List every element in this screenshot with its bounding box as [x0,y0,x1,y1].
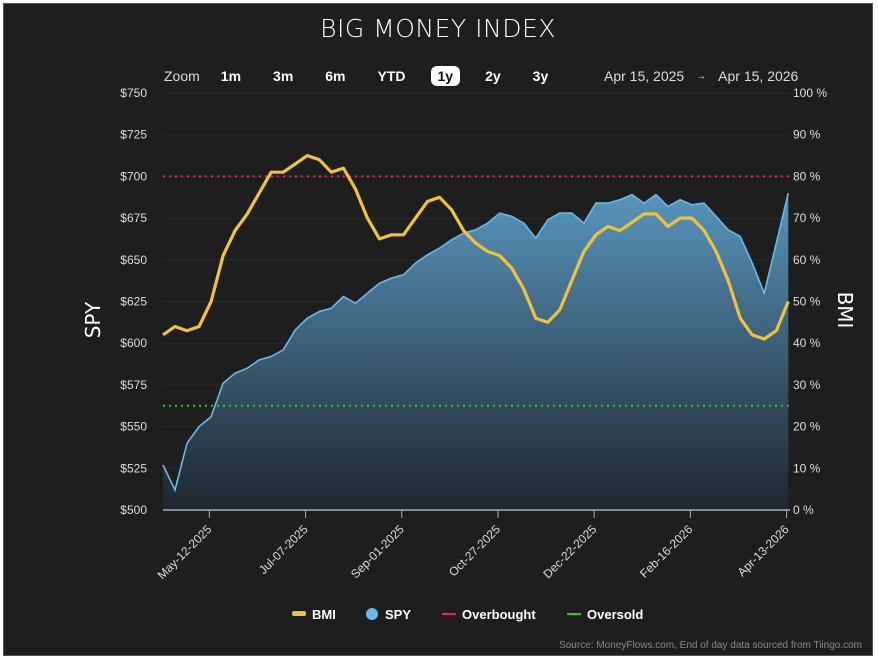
x-tick-label: Oct-27-2025 [446,522,503,579]
range-from-input[interactable]: Apr 15, 2025 [604,68,685,84]
legend-bmi-swatch [292,611,306,616]
zoom-1y-button[interactable]: 1y [430,66,461,86]
y-right-tick-label: 60 % [793,253,821,267]
zoom-2y-button[interactable]: 2y [485,68,501,84]
y-right-axis-title: BMI [833,292,857,329]
legend-item-spy[interactable]: SPY [385,607,411,622]
y-right-tick-label: 70 % [793,211,821,225]
zoom-ytd-button[interactable]: YTD [377,68,406,84]
y-left-axis-title: SPY [81,301,105,338]
x-tick-label: Jul-07-2025 [256,522,311,577]
arrow-right-icon: → [696,71,707,82]
zoom-3m-button[interactable]: 3m [273,68,294,84]
y-right-tick-label: 90 % [793,128,821,142]
spy-area [163,193,789,510]
zoom-3y-button[interactable]: 3y [532,68,549,84]
x-tick-label: Feb-16-2026 [637,522,696,581]
y-right-tick-label: 0 % [793,503,814,517]
date-range: Apr 15, 2025 → Apr 15, 2026 [604,68,798,86]
y-left-tick-label: $725 [120,128,147,142]
zoom-6m-button[interactable]: 6m [325,68,346,84]
x-tick-label: May-12-2025 [155,522,215,582]
y-right-tick-label: 50 % [793,295,821,309]
zoom-label: Zoom [164,68,200,84]
y-left-tick-label: $750 [120,86,147,100]
y-left-tick-label: $650 [120,253,147,267]
y-left-tick-label: $600 [120,336,147,350]
y-right-tick-label: 40 % [793,336,821,350]
y-right-tick-label: 80 % [793,169,821,183]
legend-spy-swatch [366,608,378,620]
y-right-tick-label: 100 % [793,86,827,100]
legend-item-overbought[interactable]: Overbought [462,607,536,622]
zoom-1m-button[interactable]: 1m [220,68,242,84]
zoom-bar: Zoom 1m 3m 6m YTD 1y 2y 3y [164,66,573,86]
source-credit: Source: MoneyFlows.com, End of day data … [559,640,862,651]
x-tick-label: Dec-22-2025 [540,522,599,581]
y-right-tick-label: 30 % [793,378,821,392]
y-left-tick-label: $500 [120,503,147,517]
y-left-tick-label: $625 [120,295,147,309]
y-left-tick-label: $525 [120,461,147,475]
y-left-tick-label: $675 [120,211,147,225]
y-left-tick-label: $700 [120,169,147,183]
legend-item-oversold[interactable]: Oversold [587,607,643,622]
y-left-tick-label: $575 [120,378,147,392]
y-right-tick-label: 20 % [793,420,821,434]
y-left-tick-label: $550 [120,420,147,434]
legend-item-bmi[interactable]: BMI [312,607,336,622]
y-right-tick-label: 10 % [793,461,821,475]
spy-line [162,192,790,493]
bmi-line [162,154,790,341]
x-tick-label: Sep-01-2025 [348,522,407,581]
range-to-input[interactable]: Apr 15, 2026 [718,68,799,84]
chart-title: BIG MONEY INDEX [320,14,556,43]
x-tick-label: Apr-13-2026 [735,522,792,579]
